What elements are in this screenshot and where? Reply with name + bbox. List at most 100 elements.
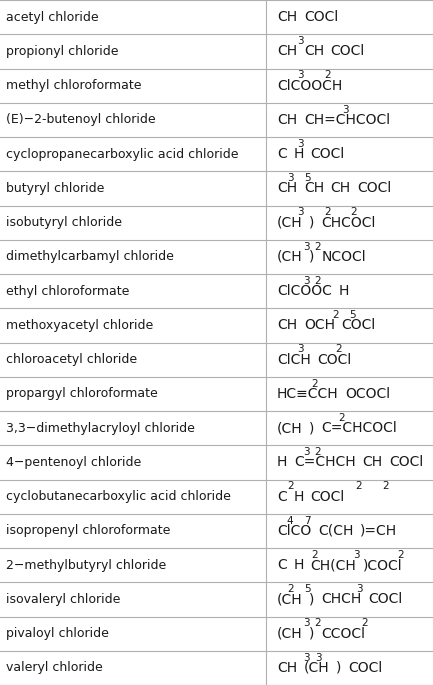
Text: 2: 2 [339,413,346,423]
Text: CH: CH [362,456,382,469]
Text: 2: 2 [356,482,362,491]
Text: CH: CH [331,182,351,195]
Text: CH: CH [277,10,297,24]
Text: 2: 2 [315,447,321,457]
Text: ): ) [309,216,315,229]
Text: 3: 3 [303,242,309,251]
Text: 7: 7 [304,516,310,525]
Text: 2: 2 [315,276,321,286]
Text: CH: CH [277,661,297,675]
Text: isobutyryl chloride: isobutyryl chloride [6,216,123,229]
Text: (CH: (CH [277,421,303,435]
Text: 3: 3 [303,447,309,457]
Text: 3: 3 [297,71,304,80]
Text: H: H [294,490,304,503]
Text: CH: CH [304,182,324,195]
Text: dimethylcarbamyl chloride: dimethylcarbamyl chloride [6,251,174,263]
Text: COCl: COCl [342,319,376,332]
Text: butyryl chloride: butyryl chloride [6,182,105,195]
Text: CH=CHCOCl: CH=CHCOCl [304,113,390,127]
Text: H: H [294,147,304,161]
Text: 4−pentenoyl chloride: 4−pentenoyl chloride [6,456,142,469]
Text: 3: 3 [343,105,349,114]
Text: 2: 2 [287,584,294,594]
Text: 2: 2 [362,619,368,628]
Text: 5: 5 [304,173,310,183]
Text: ): ) [336,661,342,675]
Text: CH: CH [277,113,297,127]
Text: )=CH: )=CH [360,524,397,538]
Text: CH: CH [277,319,297,332]
Text: )COCl: )COCl [363,558,403,572]
Text: CH: CH [277,45,297,58]
Text: ): ) [309,627,315,640]
Text: COCl: COCl [310,490,345,503]
Text: (CH: (CH [277,593,303,606]
Text: ClCOOCH: ClCOOCH [277,79,343,92]
Text: C=CHCOCl: C=CHCOCl [321,421,397,435]
Text: COCl: COCl [331,45,365,58]
Text: 2: 2 [382,482,389,491]
Text: chloroacetyl chloride: chloroacetyl chloride [6,353,138,366]
Text: 4: 4 [287,516,294,525]
Text: (E)−2-butenoyl chloride: (E)−2-butenoyl chloride [6,114,156,126]
Text: 3: 3 [297,36,304,46]
Text: COCl: COCl [348,661,382,675]
Text: (CH: (CH [304,661,330,675]
Text: CCOCl: CCOCl [321,627,365,640]
Text: COCl: COCl [389,456,423,469]
Text: 2−methylbutyryl chloride: 2−methylbutyryl chloride [6,559,167,571]
Text: 3: 3 [303,653,309,662]
Text: propargyl chloroformate: propargyl chloroformate [6,388,158,400]
Text: 2: 2 [335,345,342,354]
Text: CH(CH: CH(CH [310,558,356,572]
Text: ClCH: ClCH [277,353,311,366]
Text: (CH: (CH [277,216,303,229]
Text: pivaloyl chloride: pivaloyl chloride [6,627,110,640]
Text: CHCOCl: CHCOCl [321,216,376,229]
Text: OCH: OCH [304,319,335,332]
Text: 3: 3 [297,345,304,354]
Text: ): ) [309,593,315,606]
Text: (CH: (CH [277,250,303,264]
Text: acetyl chloride: acetyl chloride [6,11,99,23]
Text: H: H [339,284,349,298]
Text: ClCOOC: ClCOOC [277,284,332,298]
Text: cyclobutanecarboxylic acid chloride: cyclobutanecarboxylic acid chloride [6,490,231,503]
Text: 3: 3 [297,208,304,217]
Text: C: C [277,147,287,161]
Text: 5: 5 [304,584,310,594]
Text: 2: 2 [351,208,357,217]
Text: H: H [294,558,304,572]
Text: 2: 2 [288,482,294,491]
Text: CHCH: CHCH [321,593,362,606]
Text: COCl: COCl [304,10,338,24]
Text: 2: 2 [397,550,404,560]
Text: C=CHCH: C=CHCH [294,456,356,469]
Text: COCl: COCl [368,593,403,606]
Text: 3: 3 [287,173,294,183]
Text: 2: 2 [311,550,318,560]
Text: CH: CH [304,45,324,58]
Text: CH: CH [277,182,297,195]
Text: 5: 5 [349,310,355,320]
Text: cyclopropanecarboxylic acid chloride: cyclopropanecarboxylic acid chloride [6,148,239,160]
Text: OCOCl: OCOCl [346,387,391,401]
Text: 2: 2 [332,310,339,320]
Text: 3: 3 [303,619,309,628]
Text: isovaleryl chloride: isovaleryl chloride [6,593,121,606]
Text: valeryl chloride: valeryl chloride [6,662,103,674]
Text: COCl: COCl [310,147,345,161]
Text: 3: 3 [303,276,309,286]
Text: 3: 3 [315,653,321,662]
Text: 3: 3 [297,139,304,149]
Text: 2: 2 [315,619,321,628]
Text: C(CH: C(CH [318,524,353,538]
Text: isopropenyl chloroformate: isopropenyl chloroformate [6,525,171,537]
Text: ): ) [309,250,315,264]
Text: ): ) [309,421,315,435]
Text: 2: 2 [324,208,331,217]
Text: 2: 2 [311,379,317,388]
Text: 3: 3 [353,550,360,560]
Text: methyl chloroformate: methyl chloroformate [6,79,142,92]
